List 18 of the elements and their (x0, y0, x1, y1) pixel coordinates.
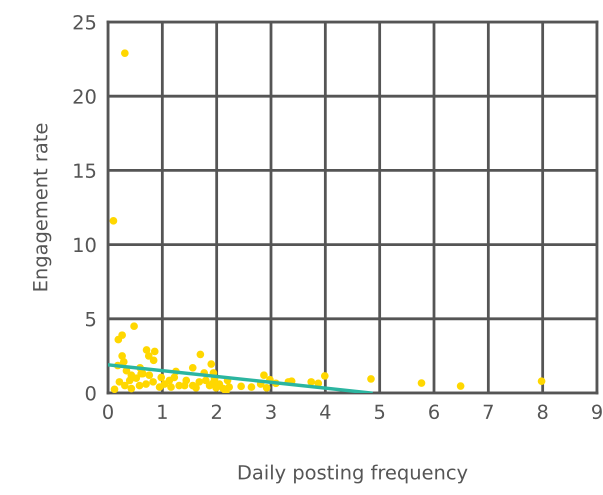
x-tick-label: 5 (374, 404, 384, 420)
y-tick-label: 0 (86, 386, 96, 401)
x-tick-label: 9 (592, 404, 602, 420)
x-tick-label: 4 (320, 404, 330, 419)
x-tick-label: 8 (538, 404, 548, 420)
y-tick-label: 15 (74, 164, 96, 178)
x-tick-label: 6 (429, 404, 439, 420)
y-axis-title: Engagement rate (33, 124, 52, 290)
y-tick-label: 20 (74, 89, 96, 104)
x-tick-label: 3 (266, 404, 276, 420)
x-tick-label: 2 (212, 404, 221, 419)
x-tick-label: 0 (103, 404, 113, 420)
y-tick-label: 10 (74, 238, 96, 252)
y-tick-label: 25 (74, 14, 96, 30)
x-axis-title: Daily posting frequency (238, 464, 468, 484)
y-tick-label: 5 (86, 312, 96, 326)
x-tick-label: 7 (484, 404, 493, 419)
x-tick-label: 1 (158, 404, 167, 419)
